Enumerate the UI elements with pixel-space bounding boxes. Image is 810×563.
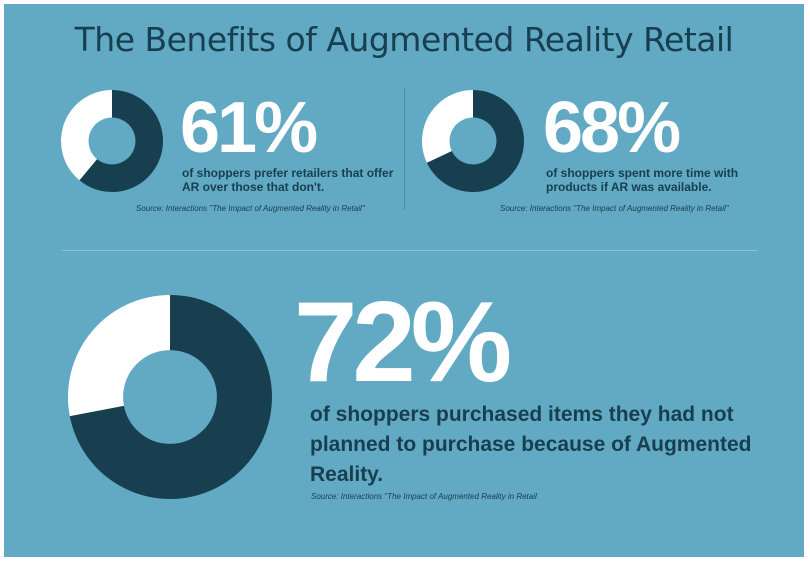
stat-68-description: of shoppers spent more time with product…: [546, 166, 739, 195]
donut-chart-72: [68, 295, 272, 499]
stat-72-source: Source: Interactions "The Impact of Augm…: [311, 492, 537, 501]
stat-61-description: of shoppers prefer retailers that offer …: [182, 166, 394, 195]
page-title: The Benefits of Augmented Reality Retail: [74, 20, 734, 59]
stat-61-percent: 61%: [180, 88, 318, 168]
stat-61-source: Source: Interactions "The Impact of Augm…: [136, 204, 365, 213]
donut-hole: [449, 117, 497, 165]
donut-chart-61: [61, 90, 163, 192]
stat-72-description: of shoppers purchased items they had not…: [310, 403, 752, 486]
infographic: The Benefits of Augmented Reality Retail…: [4, 4, 804, 557]
donut-chart-68: [422, 90, 524, 192]
stat-72-percent: 72%: [294, 279, 512, 406]
donut-slice-remainder: [61, 90, 112, 181]
vertical-divider: [404, 88, 405, 210]
donut-hole: [123, 350, 217, 444]
horizontal-divider: [62, 250, 757, 251]
donut-hole: [88, 117, 136, 165]
stat-68-source: Source: Interactions "The Impact of Augm…: [500, 204, 729, 213]
stat-68-percent: 68%: [543, 88, 681, 168]
